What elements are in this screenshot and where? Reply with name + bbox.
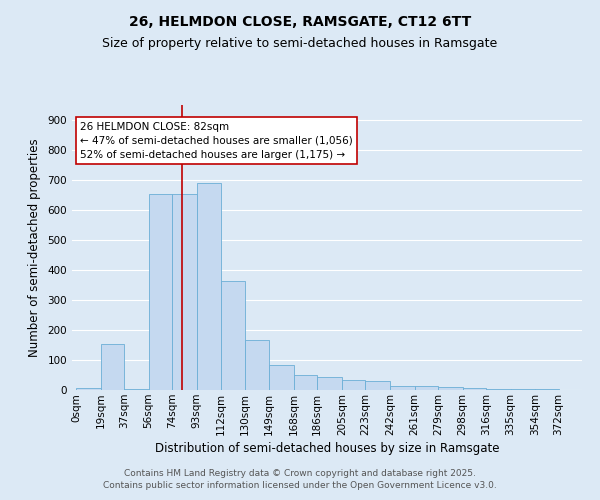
Text: 26, HELMDON CLOSE, RAMSGATE, CT12 6TT: 26, HELMDON CLOSE, RAMSGATE, CT12 6TT [129, 15, 471, 29]
Bar [390, 386, 415, 390]
Bar [101, 344, 124, 390]
Bar [76, 388, 101, 390]
Bar [535, 388, 559, 390]
Text: 26 HELMDON CLOSE: 82sqm
← 47% of semi-detached houses are smaller (1,056)
52% of: 26 HELMDON CLOSE: 82sqm ← 47% of semi-de… [80, 122, 353, 160]
Bar [294, 375, 317, 390]
Bar [486, 389, 511, 390]
Bar [149, 194, 172, 390]
Text: Size of property relative to semi-detached houses in Ramsgate: Size of property relative to semi-detach… [103, 38, 497, 51]
Bar [317, 378, 342, 390]
Bar [197, 183, 221, 390]
Bar [245, 340, 269, 390]
Bar [438, 387, 463, 390]
Bar [463, 388, 486, 390]
Bar [172, 194, 197, 390]
Bar [342, 380, 365, 390]
X-axis label: Distribution of semi-detached houses by size in Ramsgate: Distribution of semi-detached houses by … [155, 442, 499, 455]
Y-axis label: Number of semi-detached properties: Number of semi-detached properties [28, 138, 41, 357]
Bar [221, 282, 245, 390]
Text: Contains HM Land Registry data © Crown copyright and database right 2025.
Contai: Contains HM Land Registry data © Crown c… [103, 468, 497, 490]
Bar [269, 364, 294, 390]
Bar [415, 386, 438, 390]
Bar [365, 381, 390, 390]
